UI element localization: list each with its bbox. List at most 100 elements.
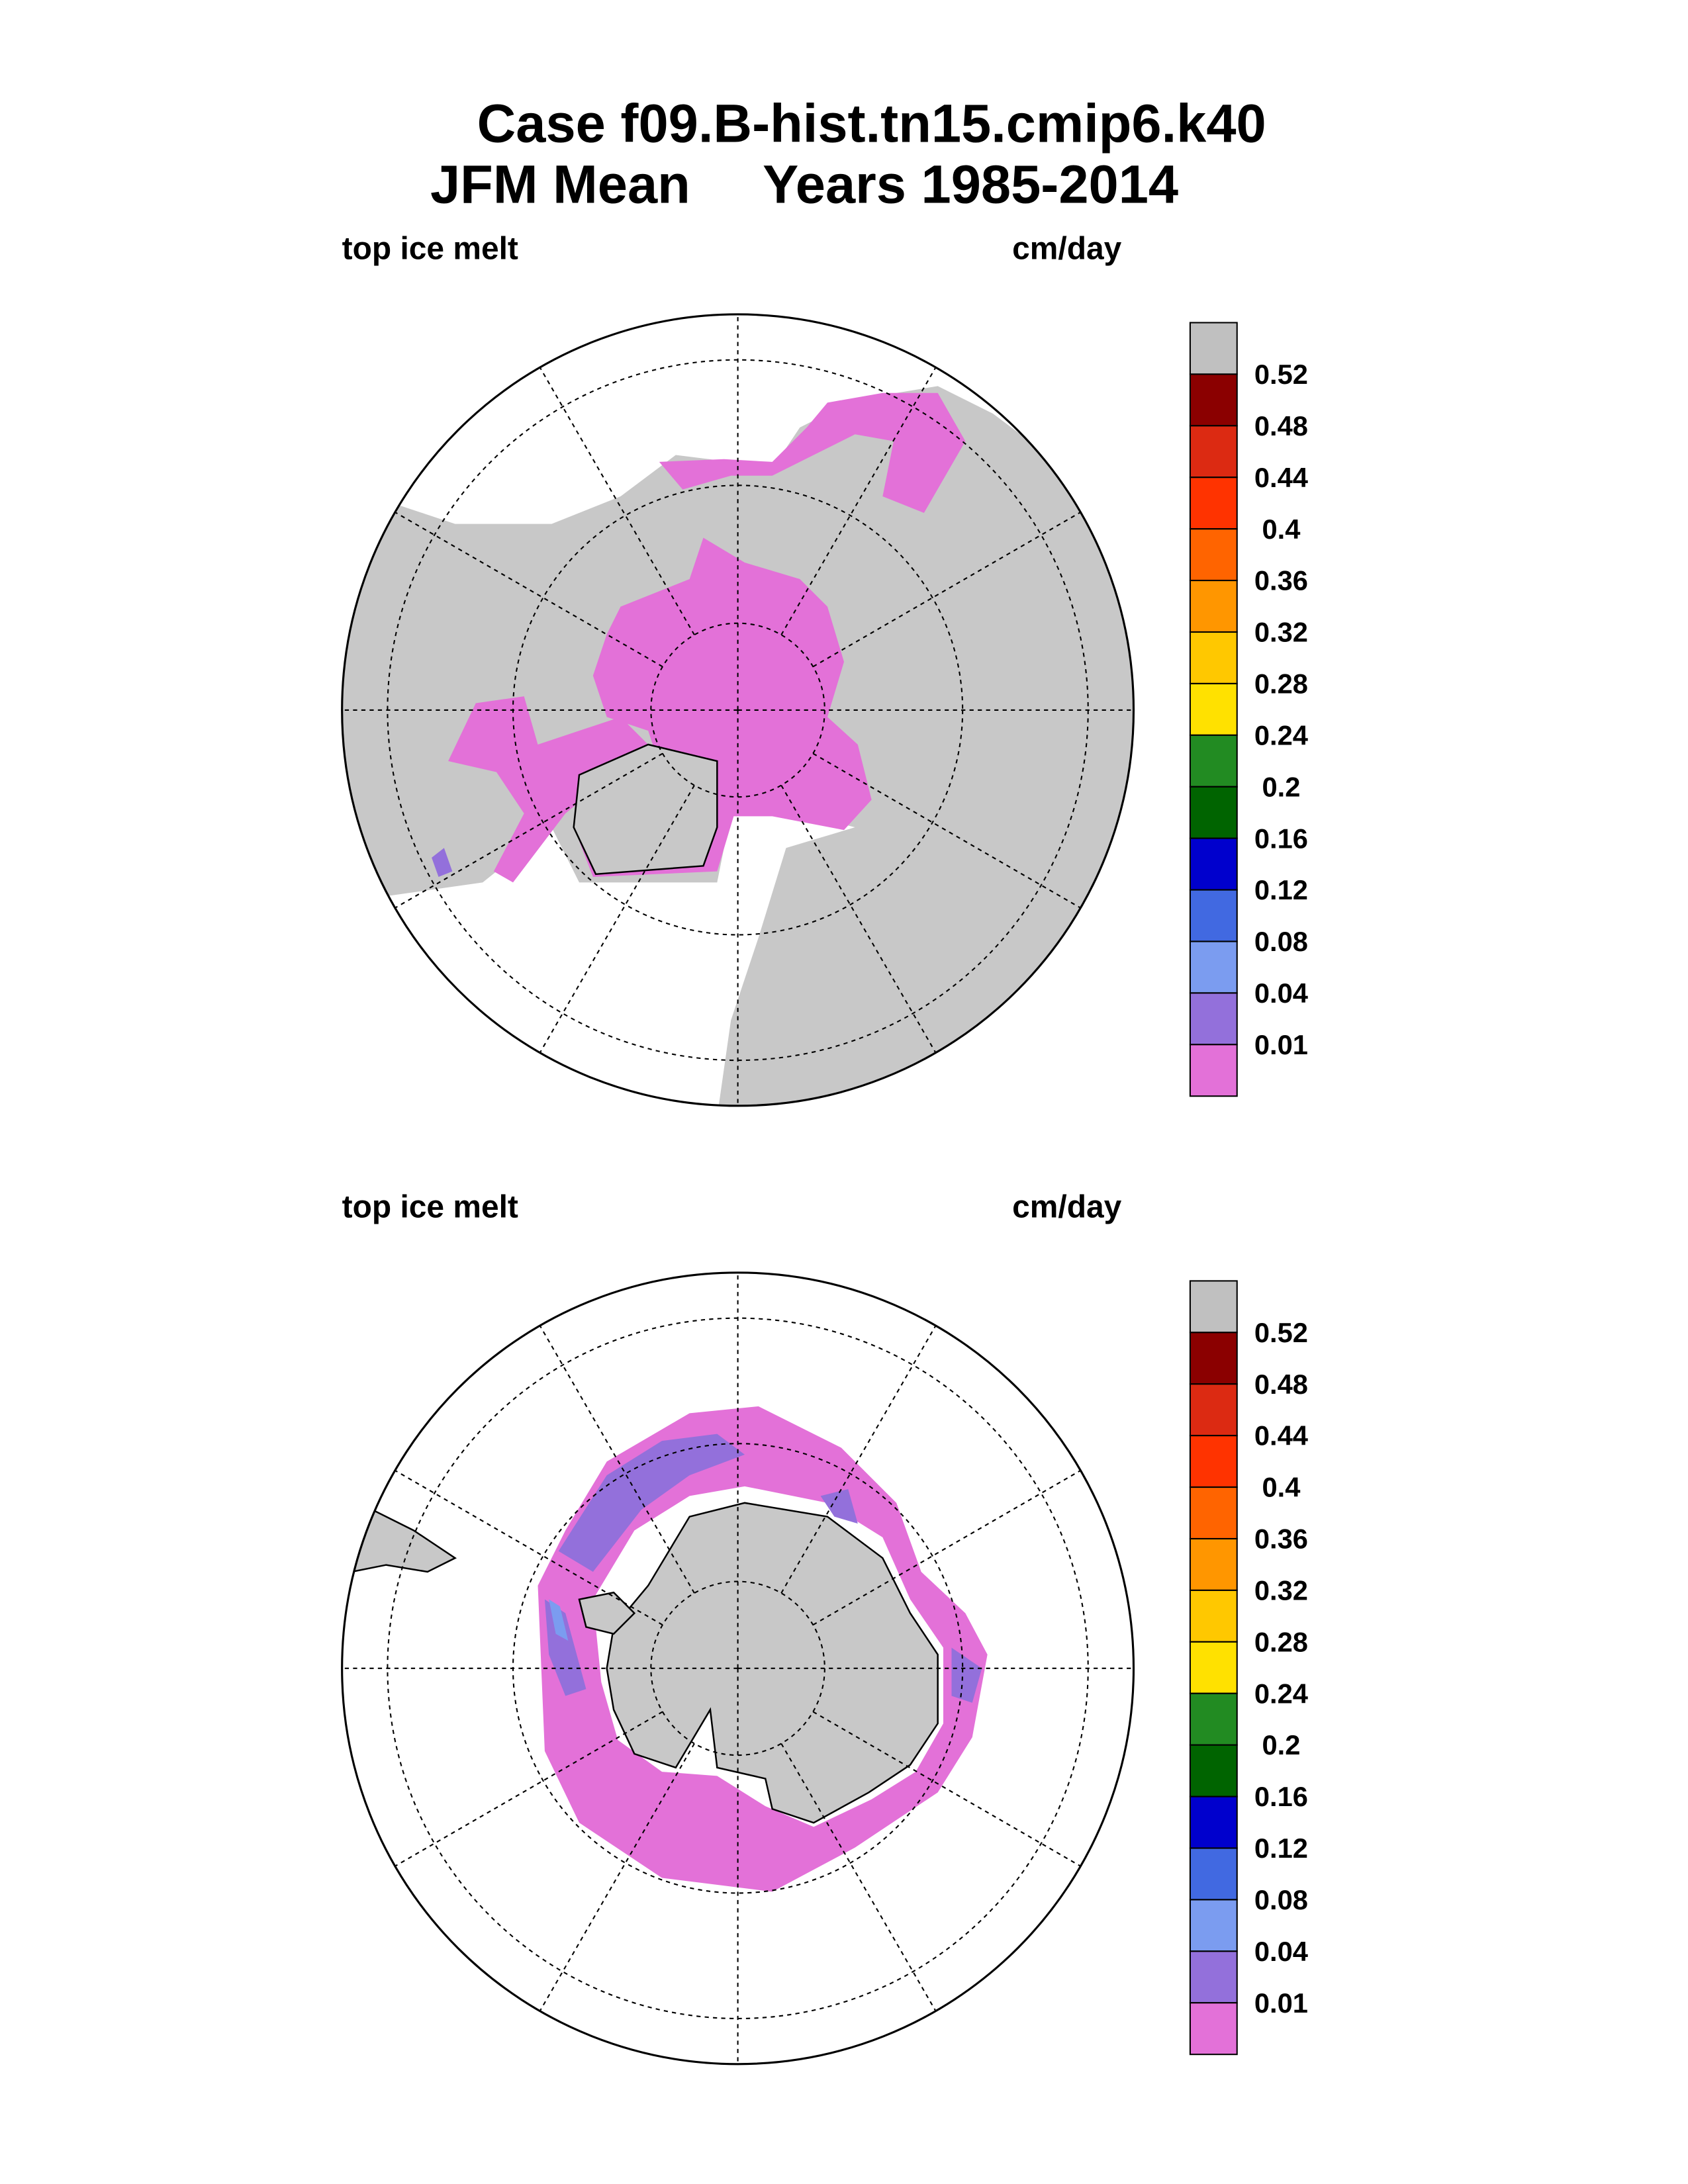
colorbar-tick-label: 0.2 xyxy=(1262,771,1300,802)
colorbar-tick-label: 0.24 xyxy=(1254,1678,1308,1709)
colorbar-box xyxy=(1189,940,1238,994)
meridian-line xyxy=(780,1325,937,1594)
colorbar-tick-label: 0.52 xyxy=(1254,359,1308,390)
colorbar-box xyxy=(1189,373,1238,427)
colorbar-tick-label: 0.4 xyxy=(1262,514,1300,545)
colorbar-tick-label: 0.48 xyxy=(1254,410,1308,441)
colorbar-box xyxy=(1189,425,1238,478)
colorbar-box xyxy=(1189,1847,1238,1901)
colorbar-box xyxy=(1189,1692,1238,1746)
sea-ice-labrador xyxy=(432,848,453,877)
colorbar-tick-label: 0.08 xyxy=(1254,926,1308,957)
title-line1: Case f09.B-hist.tn15.cmip6.k40 xyxy=(477,94,1266,154)
colorbar-box xyxy=(1189,1589,1238,1643)
colorbar-tick-label: 0.28 xyxy=(1254,1626,1308,1657)
colorbar-box xyxy=(1189,1435,1238,1488)
colorbar-tick-label: 0.04 xyxy=(1254,1936,1308,1967)
colorbar-tick-label: 0.04 xyxy=(1254,978,1308,1009)
colorbar-box xyxy=(1189,1537,1238,1591)
colorbar-north: 0.52 0.48 0.44 0.4 0.36 0.32 0.28 0.24 0.2 0.16 0.… xyxy=(1189,322,1308,1097)
colorbar-box xyxy=(1189,889,1238,942)
panel1-units-label: cm/day xyxy=(1012,232,1121,267)
colorbar-box xyxy=(1189,837,1238,891)
colorbar-box xyxy=(1189,631,1238,684)
sea-ice-weddell-purple xyxy=(558,1433,745,1572)
colorbar-tick-label: 0.08 xyxy=(1254,1884,1308,1915)
meridian-line xyxy=(812,752,1081,909)
colorbar-tick-label: 0.12 xyxy=(1254,874,1308,905)
colorbar-box xyxy=(1189,580,1238,633)
meridian-line xyxy=(780,367,937,635)
colorbar-box xyxy=(1189,1280,1238,1334)
antarctica xyxy=(606,1502,939,1824)
south-map-border xyxy=(341,1271,1135,2066)
sea-ice-east-purple xyxy=(951,1647,982,1703)
colorbar-tick-label: 0.2 xyxy=(1262,1729,1300,1760)
colorbar-tick-label: 0.32 xyxy=(1254,617,1308,648)
meridian-line xyxy=(539,785,695,1054)
meridian-line xyxy=(395,512,663,668)
colorbar-box xyxy=(1189,786,1238,839)
colorbar-box xyxy=(1189,734,1238,788)
title-line2-right: Years 1985-2014 xyxy=(763,154,1178,214)
colorbar-tick-label: 0.52 xyxy=(1254,1317,1308,1348)
meridian-line xyxy=(395,1469,663,1626)
north-polar-map xyxy=(342,314,1134,1106)
colorbar-tick-label: 0.12 xyxy=(1254,1833,1308,1864)
colorbar-tick-label: 0.16 xyxy=(1254,823,1308,854)
colorbar-tick-label: 0.16 xyxy=(1254,1781,1308,1812)
north-map-border xyxy=(341,313,1135,1107)
colorbar-tick-label: 0.4 xyxy=(1262,1472,1300,1503)
title-line2-left: JFM Mean xyxy=(430,154,690,214)
colorbar-box xyxy=(1189,477,1238,530)
panel2-variable-label: top ice melt xyxy=(342,1190,518,1225)
meridian-line xyxy=(539,367,695,635)
sea-ice-hudson xyxy=(448,696,649,883)
colorbar-box xyxy=(1189,1899,1238,1952)
colorbar-tick-label: 0.48 xyxy=(1254,1369,1308,1400)
meridian-line xyxy=(812,1711,1081,1867)
south-america xyxy=(344,1508,457,1573)
colorbar-box xyxy=(1189,322,1238,375)
colorbar-box xyxy=(1189,1796,1238,1849)
panel1-variable-label: top ice melt xyxy=(342,232,518,267)
south-polar-map xyxy=(344,1406,988,1892)
colorbar-tick-label: 0.24 xyxy=(1254,719,1308,751)
colorbar-box xyxy=(1189,1332,1238,1385)
colorbar-tick-label: 0.36 xyxy=(1254,565,1308,596)
colorbar-box xyxy=(1189,992,1238,1046)
colorbar-box xyxy=(1189,682,1238,736)
colorbar-tick-label: 0.01 xyxy=(1254,1987,1308,2019)
meridian-line xyxy=(780,785,937,1054)
colorbar-box xyxy=(1189,1950,1238,2004)
colorbar-box xyxy=(1189,1044,1238,1097)
colorbar-box xyxy=(1189,1383,1238,1437)
north-graticule xyxy=(342,314,1134,1106)
colorbar-tick-label: 0.36 xyxy=(1254,1524,1308,1555)
colorbar-box xyxy=(1189,1641,1238,1694)
meridian-line xyxy=(780,1743,937,2012)
meridian-line xyxy=(395,1711,663,1867)
colorbar-box xyxy=(1189,2002,1238,2056)
meridian-line xyxy=(395,752,663,909)
meridian-line xyxy=(539,1325,695,1594)
south-graticule xyxy=(342,1272,1134,2064)
colorbar-box xyxy=(1189,1486,1238,1540)
colorbar-box xyxy=(1189,528,1238,582)
colorbar-tick-label: 0.44 xyxy=(1254,462,1308,493)
antarctic-peninsula xyxy=(578,1591,636,1635)
sea-ice-okhotsk xyxy=(659,392,966,513)
meridian-line xyxy=(539,1743,695,2012)
colorbar-tick-label: 0.28 xyxy=(1254,668,1308,699)
colorbar-tick-label: 0.01 xyxy=(1254,1029,1308,1060)
colorbar-box xyxy=(1189,1744,1238,1797)
colorbar-south: 0.52 0.48 0.44 0.4 0.36 0.32 0.28 0.24 0.2 0.16 0.… xyxy=(1189,1280,1308,2056)
sea-ice-east2-purple xyxy=(820,1489,858,1524)
colorbar-tick-label: 0.32 xyxy=(1254,1575,1308,1606)
colorbar-tick-label: 0.44 xyxy=(1254,1420,1308,1451)
panel2-units-label: cm/day xyxy=(1012,1190,1121,1225)
meridian-line xyxy=(812,1469,1081,1626)
sea-ice-bellingshausen-blue xyxy=(549,1599,569,1641)
meridian-line xyxy=(812,512,1081,668)
